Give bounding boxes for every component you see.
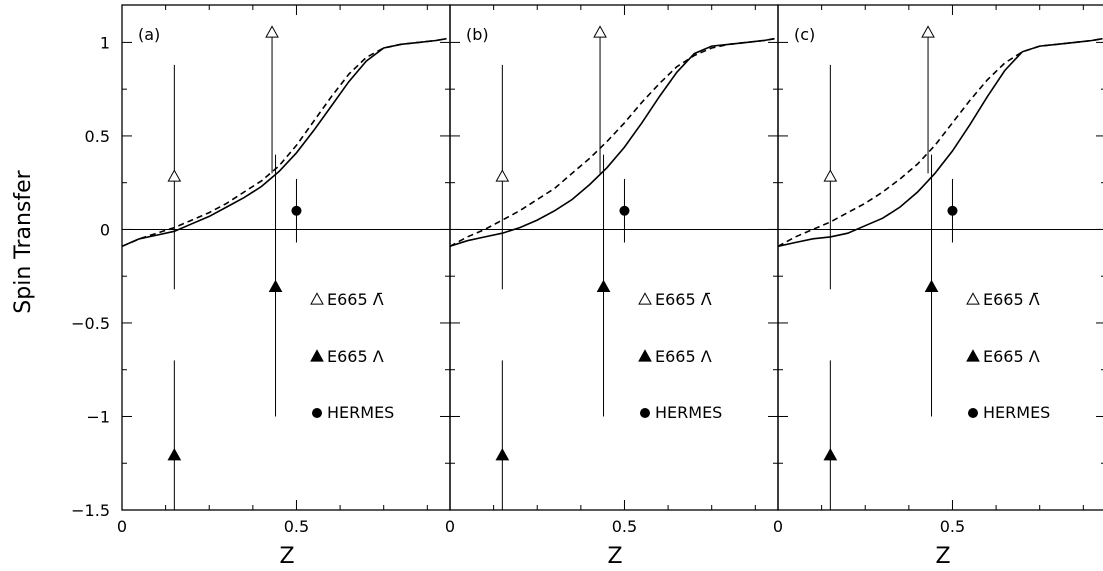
y-tick-label: 1 <box>100 33 110 52</box>
e665-lambda-point <box>268 279 283 293</box>
solid-curve <box>449 37 775 248</box>
legend-label: E665 Λ <box>327 347 384 366</box>
panel-b-tag: (b) <box>466 25 489 44</box>
panel-b: 0 0.5 E665 Λ̄ E665 Λ HERMES (b) Z <box>445 4 779 569</box>
legend-label: E665 Λ <box>655 347 712 366</box>
solid-curve <box>121 37 447 248</box>
legend-antilambda-marker <box>966 292 980 305</box>
legend-antilambda-marker <box>638 292 652 305</box>
x-tick-label: 0 <box>445 517 455 536</box>
hermes-point <box>291 205 302 216</box>
panel-c: 0 0.5 E665 Λ̄ E665 Λ HERMES (c) Z <box>773 4 1103 569</box>
legend-lambda-marker <box>638 349 652 362</box>
y-tick-labels: 1 0.5 0 −0.5 −1 −1.5 <box>71 33 110 520</box>
e665-lambda-point <box>596 279 611 293</box>
e665-lambda-point <box>167 448 182 461</box>
hermes-point <box>947 205 958 216</box>
legend-hermes-marker <box>312 408 322 418</box>
y-tick-label: 0 <box>100 220 110 239</box>
y-tick-label: 0.5 <box>85 127 110 146</box>
x-tick-label: 0.5 <box>612 517 637 536</box>
dashed-curve <box>121 37 447 248</box>
legend-label: E665 Λ̄ <box>655 290 712 309</box>
solid-curve <box>777 37 1103 248</box>
y-tick-label: −0.5 <box>71 314 110 333</box>
panel-b-x-title: Z <box>607 544 622 569</box>
e665-antilambda-point <box>823 169 838 182</box>
y-tick-label: −1.5 <box>71 501 110 520</box>
x-tick-label: 0 <box>773 517 783 536</box>
dashed-curve <box>777 37 1103 248</box>
panel-a-tag: (a) <box>138 25 160 44</box>
legend-hermes-marker <box>640 408 650 418</box>
panel-frame <box>777 4 1103 511</box>
e665-lambda-point <box>495 448 510 461</box>
y-axis-title: Spin Transfer <box>11 169 36 313</box>
e665-lambda-point <box>924 279 939 293</box>
e665-antilambda-point <box>593 25 607 38</box>
panel-c-x-title: Z <box>935 544 950 569</box>
e665-antilambda-point <box>265 25 279 38</box>
hermes-point <box>619 205 630 216</box>
legend-lambda-marker <box>966 349 980 362</box>
legend-label: E665 Λ̄ <box>983 290 1040 309</box>
legend-label: HERMES <box>983 403 1050 422</box>
legend-antilambda-marker <box>310 292 324 305</box>
panel-a-x-title: Z <box>279 544 294 569</box>
dashed-curve <box>449 37 775 248</box>
e665-antilambda-point <box>495 169 510 182</box>
panel-a: 0 0.5 E665 Λ̄ E665 Λ HERMES (a) Z <box>117 4 451 569</box>
e665-antilambda-point <box>921 25 935 38</box>
y-tick-label: −1 <box>86 407 110 426</box>
panel-c-tag: (c) <box>794 25 815 44</box>
x-tick-label: 0 <box>117 517 127 536</box>
legend-label: E665 Λ̄ <box>327 290 384 309</box>
x-tick-label: 0.5 <box>284 517 309 536</box>
legend-label: HERMES <box>655 403 722 422</box>
legend-label: HERMES <box>327 403 394 422</box>
e665-lambda-point <box>823 448 838 461</box>
legend-hermes-marker <box>968 408 978 418</box>
legend-label: E665 Λ <box>983 347 1040 366</box>
panel-frame <box>449 4 779 511</box>
e665-antilambda-point <box>167 169 182 182</box>
legend-lambda-marker <box>310 349 324 362</box>
panel-frame <box>121 4 451 511</box>
x-tick-label: 0.5 <box>940 517 965 536</box>
